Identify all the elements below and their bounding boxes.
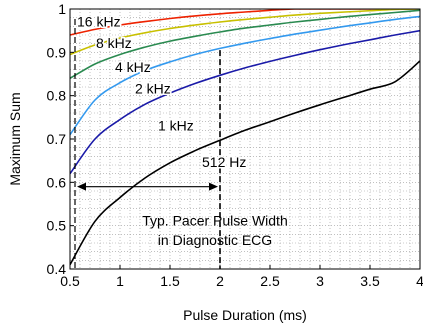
curve-label: 1 kHz bbox=[158, 117, 194, 133]
y-tick-label: 0.7 bbox=[47, 131, 67, 147]
x-tick-label: 3.5 bbox=[360, 273, 380, 289]
series-line bbox=[70, 29, 420, 175]
x-tick-label: 1 bbox=[116, 273, 124, 289]
ticks: 0.5 1 1.5 2 2.5 3 3.5 40.40.50.60.70.80.91 bbox=[47, 1, 423, 289]
curve-label: 8 kHz bbox=[96, 35, 132, 51]
curve-label: 512 Hz bbox=[202, 154, 246, 170]
grid bbox=[70, 9, 420, 269]
annotation-text: in Diagnostic ECG bbox=[158, 232, 272, 248]
x-tick-label: 1.5 bbox=[160, 273, 180, 289]
y-tick-label: 0.8 bbox=[47, 88, 67, 104]
curve-label: 4 kHz bbox=[115, 59, 151, 75]
annotation-text: Typ. Pacer Pulse Width bbox=[142, 213, 288, 229]
series-line bbox=[70, 60, 420, 266]
x-tick-label: 3 bbox=[316, 273, 324, 289]
annotation-arrowhead-left bbox=[77, 182, 86, 191]
series-curves bbox=[70, 9, 420, 266]
curve-labels: 16 kHz 8 kHz 4 kHz 2 kHz 1 kHz 512 Hz bbox=[76, 12, 248, 172]
y-tick-label: 0.4 bbox=[47, 261, 67, 277]
x-tick-label: 0.5 bbox=[60, 273, 80, 289]
series-line bbox=[70, 9, 420, 80]
y-axis-title: Maximum Sum bbox=[7, 92, 23, 185]
y-tick-label: 0.5 bbox=[47, 218, 67, 234]
pacer-annotation: Typ. Pacer Pulse Width in Diagnostic ECG bbox=[74, 19, 288, 269]
series-line bbox=[70, 9, 420, 56]
x-axis-title: Pulse Duration (ms) bbox=[183, 307, 307, 323]
y-tick-label: 1 bbox=[58, 1, 66, 17]
curve-label: 2 kHz bbox=[135, 81, 171, 97]
annotation-arrowhead-right bbox=[209, 182, 218, 191]
curve-label: 16 kHz bbox=[77, 13, 121, 29]
x-tick-label: 2.5 bbox=[260, 273, 280, 289]
x-tick-label: 4 bbox=[416, 273, 423, 289]
x-tick-label: 2 bbox=[216, 273, 224, 289]
y-tick-label: 0.9 bbox=[47, 44, 67, 60]
series-line bbox=[70, 9, 420, 36]
y-tick-label: 0.6 bbox=[47, 174, 67, 190]
series-line bbox=[70, 15, 420, 136]
